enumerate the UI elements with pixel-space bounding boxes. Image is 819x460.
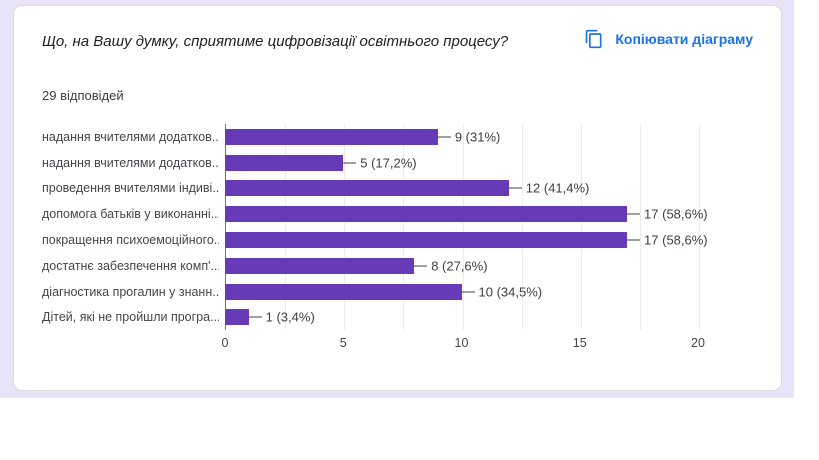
category-label: проведення вчителями індиві... <box>42 181 219 196</box>
value-label: 5 (17,2%) <box>360 155 417 171</box>
value-label-group: 12 (41,4%) <box>508 180 590 196</box>
category-label: допомога батьків у виконанні... <box>42 207 219 222</box>
value-label-group: 17 (58,6%) <box>627 233 708 248</box>
category-label: надання вчителями додатков... <box>42 129 219 144</box>
bar-row: допомога батьків у виконанні... 17 (58,6%… <box>42 201 753 227</box>
x-tick-label: 5 <box>339 336 347 351</box>
bar-row: проведення вчителями індиві... 12 (41,4%) <box>42 176 753 202</box>
bar-row: достатнє забезпечення комп'... 8 (27,6%) <box>42 253 753 279</box>
bar <box>225 232 628 249</box>
bar-track: 10 (34,5%) <box>225 279 698 305</box>
category-label: діагностика прогалин у знанн... <box>42 284 219 299</box>
value-label-group: 10 (34,5%) <box>461 284 543 300</box>
value-label: 9 (31%) <box>454 129 501 145</box>
copy-chart-button[interactable]: Копіювати діаграму <box>576 23 761 55</box>
responses-count: 29 відповідей <box>42 88 124 103</box>
copy-icon <box>584 29 604 49</box>
connector-line <box>627 239 641 241</box>
bar <box>225 128 438 145</box>
connector-line <box>627 213 641 215</box>
category-label: достатнє забезпечення комп'... <box>42 258 219 273</box>
bar-track: 1 (3,4%) <box>225 305 698 331</box>
value-label-group: 8 (27,6%) <box>414 258 488 274</box>
bar-track: 12 (41,4%) <box>225 176 698 202</box>
bar-rows: надання вчителями додатков... 9 (31%) нада… <box>42 124 753 331</box>
bar <box>225 154 344 171</box>
x-tick-label: 10 <box>454 336 469 351</box>
bar-row: покращення психоемоційного... 17 (58,6%) <box>42 227 753 253</box>
bar-track: 5 (17,2%) <box>225 150 698 176</box>
bar <box>225 283 462 300</box>
bar-row: надання вчителями додатков... 9 (31%) <box>42 124 753 150</box>
value-label: 8 (27,6%) <box>431 258 488 274</box>
connector-line <box>461 291 475 293</box>
value-label: 17 (58,6%) <box>644 206 708 222</box>
bar-row: діагностика прогалин у знанн... 10 (34,5%… <box>42 279 753 305</box>
x-axis: 0 5 10 15 20 <box>221 334 705 354</box>
value-label: 12 (41,4%) <box>525 180 590 196</box>
bar-chart: надання вчителями додатков... 9 (31%) нада… <box>42 124 753 354</box>
category-label: покращення психоемоційного... <box>42 233 219 248</box>
value-label: 1 (3,4%) <box>265 309 315 325</box>
bar <box>225 309 249 326</box>
value-label-group: 17 (58,6%) <box>627 207 708 222</box>
bar-track: 17 (58,6%) <box>225 201 708 227</box>
copy-button-label: Копіювати діаграму <box>615 31 753 47</box>
bar-row: Дітей, які не пройшли програ... 1 (3,4%) <box>42 305 753 331</box>
bar-track: 8 (27,6%) <box>225 253 698 279</box>
bar-row: надання вчителями додатков... 5 (17,2%) <box>42 150 753 176</box>
connector-line <box>414 265 428 267</box>
connector-line <box>437 136 451 138</box>
connector-line <box>508 187 522 189</box>
x-tick-label: 15 <box>572 336 587 351</box>
x-tick-label: 0 <box>221 336 229 351</box>
connector-line <box>343 162 357 164</box>
category-label: надання вчителями додатков... <box>42 155 219 170</box>
category-label: Дітей, які не пройшли програ... <box>42 310 219 325</box>
bar <box>225 257 415 274</box>
value-label-group: 9 (31%) <box>437 129 501 145</box>
value-label: 17 (58,6%) <box>644 232 708 248</box>
bar <box>225 206 628 223</box>
bar-track: 17 (58,6%) <box>225 227 708 253</box>
question-chart-card: Копіювати діаграму Що, на Вашу думку, сп… <box>13 5 782 391</box>
connector-line <box>248 316 262 318</box>
bar <box>225 180 509 197</box>
bar-track: 9 (31%) <box>225 124 698 150</box>
value-label-group: 5 (17,2%) <box>343 155 417 171</box>
value-label: 10 (34,5%) <box>478 284 543 300</box>
question-title: Що, на Вашу думку, сприятиме цифровізаці… <box>42 33 509 50</box>
x-tick-label: 20 <box>691 336 705 351</box>
value-label-group: 1 (3,4%) <box>248 309 315 325</box>
